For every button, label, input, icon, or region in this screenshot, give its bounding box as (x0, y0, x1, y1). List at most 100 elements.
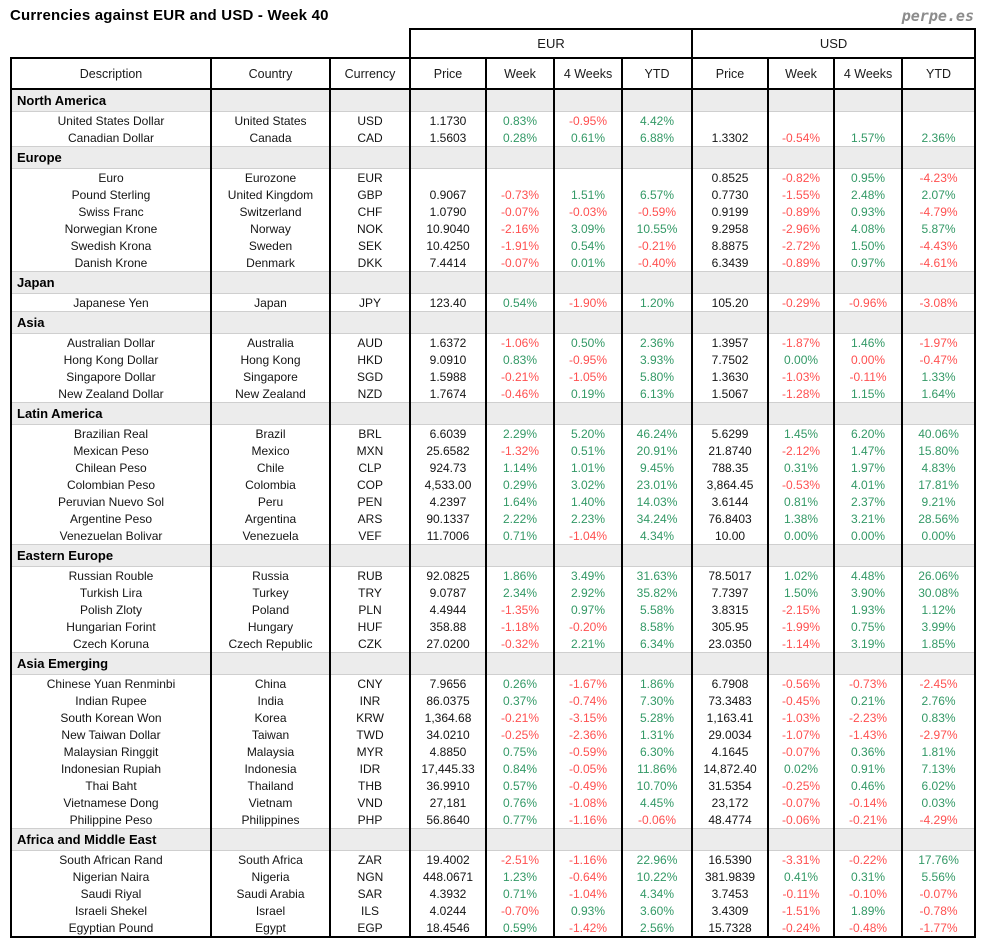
section-filler-cell (485, 311, 556, 334)
eur-ytd-cell: 6.13% (621, 385, 694, 403)
usd-price-cell (691, 111, 770, 129)
description-cell: Brazilian Real (10, 424, 212, 442)
description-cell: Australian Dollar (10, 333, 212, 351)
section-filler-cell (901, 402, 977, 425)
eur-4weeks-cell: -0.64% (553, 868, 624, 885)
usd-4weeks-cell: 0.75% (833, 618, 904, 635)
country-cell: Korea (210, 709, 331, 726)
page-header: Currencies against EUR and USD - Week 40… (0, 0, 984, 28)
section-title: Latin America (10, 402, 212, 425)
eur-ytd-cell: 10.22% (621, 868, 694, 885)
section-filler-cell (210, 311, 331, 334)
usd-4weeks-cell: 1.47% (833, 442, 904, 459)
usd-week-cell: -2.12% (767, 442, 836, 459)
description-cell: Peruvian Nuevo Sol (10, 493, 212, 510)
section-filler-cell (210, 544, 331, 567)
section-row-asia: Asia (10, 311, 977, 334)
eur-week-cell: -1.06% (485, 333, 556, 351)
usd-week-cell: 0.41% (767, 868, 836, 885)
usd-ytd-cell: 5.87% (901, 220, 977, 237)
eur-price-cell: 1.7674 (409, 385, 488, 403)
currency-code-cell: CNY (328, 674, 412, 692)
currency-row-ars: Argentine Peso Argentina ARS 90.1337 2.22% 2.… (10, 510, 977, 527)
eur-4weeks-cell: 0.97% (553, 601, 624, 618)
eur-week-cell: -0.25% (485, 726, 556, 743)
description-cell: Malaysian Ringgit (10, 743, 212, 760)
currency-code-cell: MYR (328, 743, 412, 760)
usd-price-cell: 3.4309 (691, 902, 770, 919)
eur-week-cell: 2.22% (485, 510, 556, 527)
eur-ytd-cell: 4.34% (621, 885, 694, 902)
eur-ytd-cell: 2.56% (621, 919, 694, 938)
country-cell: Israel (210, 902, 331, 919)
section-filler-cell (553, 544, 624, 567)
eur-ytd-cell: 4.34% (621, 527, 694, 545)
section-filler-cell (485, 652, 556, 675)
currency-code-cell: KRW (328, 709, 412, 726)
currency-code-cell: THB (328, 777, 412, 794)
col-header-usd-4-weeks: 4 Weeks (833, 57, 904, 90)
section-filler-cell (621, 544, 694, 567)
eur-4weeks-cell: -0.49% (553, 777, 624, 794)
eur-ytd-cell: -0.40% (621, 254, 694, 272)
eur-price-cell: 924.73 (409, 459, 488, 476)
usd-4weeks-cell: 1.15% (833, 385, 904, 403)
eur-price-cell: 1.5988 (409, 368, 488, 385)
currency-row-vef: Venezuelan Bolivar Venezuela VEF 11.7006 0.7… (10, 527, 977, 545)
eur-price-cell: 7.9656 (409, 674, 488, 692)
country-cell: Turkey (210, 584, 331, 601)
usd-ytd-cell: -4.43% (901, 237, 977, 254)
eur-ytd-cell (621, 168, 694, 186)
section-filler-cell (691, 311, 770, 334)
eur-4weeks-cell: -3.15% (553, 709, 624, 726)
country-cell: Russia (210, 566, 331, 584)
usd-ytd-cell: -3.08% (901, 293, 977, 312)
eur-week-cell: 1.64% (485, 493, 556, 510)
column-header-row: Description Country Currency Price Week 4 Wee… (10, 57, 977, 90)
usd-4weeks-cell: 0.00% (833, 527, 904, 545)
section-filler-cell (485, 271, 556, 294)
eur-week-cell: 0.83% (485, 351, 556, 368)
currency-row-twd: New Taiwan Dollar Taiwan TWD 34.0210 -0.25% -… (10, 726, 977, 743)
section-filler-cell (901, 146, 977, 169)
eur-week-cell: 1.14% (485, 459, 556, 476)
section-filler-cell (409, 544, 488, 567)
usd-4weeks-cell: 3.19% (833, 635, 904, 653)
usd-ytd-cell: -1.77% (901, 919, 977, 938)
usd-ytd-cell: -2.45% (901, 674, 977, 692)
eur-price-cell: 358.88 (409, 618, 488, 635)
usd-price-cell: 3.8315 (691, 601, 770, 618)
section-filler-cell (210, 652, 331, 675)
eur-ytd-cell: 1.86% (621, 674, 694, 692)
country-cell: Denmark (210, 254, 331, 272)
usd-week-cell: -1.55% (767, 186, 836, 203)
eur-price-cell: 11.7006 (409, 527, 488, 545)
currency-code-cell: NGN (328, 868, 412, 885)
eur-4weeks-cell: -1.16% (553, 850, 624, 868)
usd-price-cell: 3.6144 (691, 493, 770, 510)
description-cell: New Zealand Dollar (10, 385, 212, 403)
currency-code-cell: CLP (328, 459, 412, 476)
currency-code-cell: VND (328, 794, 412, 811)
eur-week-cell: -1.91% (485, 237, 556, 254)
usd-4weeks-cell: 0.31% (833, 868, 904, 885)
eur-4weeks-cell: 2.23% (553, 510, 624, 527)
section-row-europe: Europe (10, 146, 977, 169)
section-filler-cell (328, 146, 412, 169)
eur-4weeks-cell: -0.74% (553, 692, 624, 709)
country-cell: Australia (210, 333, 331, 351)
description-cell: Philippine Peso (10, 811, 212, 829)
col-header-eur-ytd: YTD (621, 57, 694, 90)
description-cell: Indian Rupee (10, 692, 212, 709)
eur-ytd-cell: -0.59% (621, 203, 694, 220)
eur-price-cell: 27.0200 (409, 635, 488, 653)
description-cell: Euro (10, 168, 212, 186)
section-filler-cell (691, 402, 770, 425)
usd-4weeks-cell: 3.90% (833, 584, 904, 601)
eur-week-cell: 0.37% (485, 692, 556, 709)
currency-row-huf: Hungarian Forint Hungary HUF 358.88 -1.18% -0… (10, 618, 977, 635)
usd-week-cell: -1.03% (767, 368, 836, 385)
country-cell: Switzerland (210, 203, 331, 220)
usd-ytd-cell: 17.76% (901, 850, 977, 868)
usd-4weeks-cell: 0.21% (833, 692, 904, 709)
